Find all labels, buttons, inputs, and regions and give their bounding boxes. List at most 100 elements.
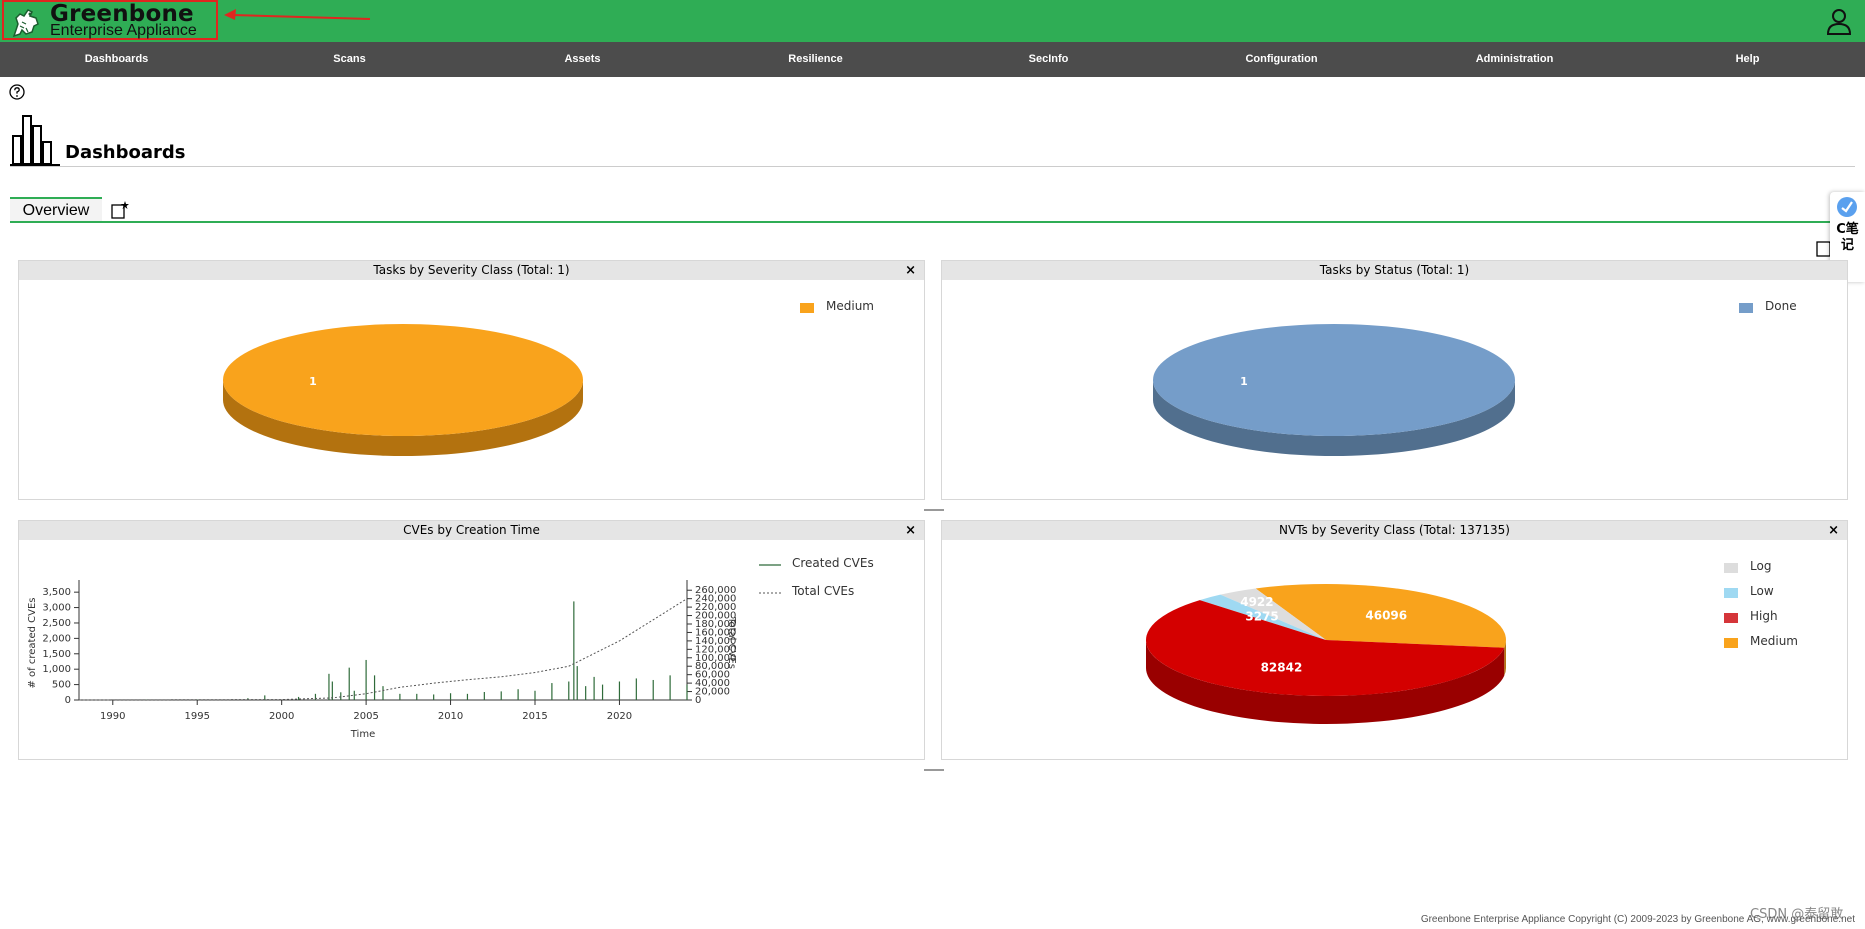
x-tick-label: 1995 [184, 711, 209, 722]
nav-resilience[interactable]: Resilience [788, 53, 843, 65]
legend-swatch [1739, 303, 1753, 313]
x-tick-label: 2020 [607, 711, 632, 722]
legend-swatch [1724, 563, 1738, 573]
y2-tick-label: 40,000 [695, 678, 730, 689]
panel-title-text: Tasks by Severity Class (Total: 1) [373, 263, 570, 277]
main-nav: Dashboards Scans Assets Resilience SecIn… [0, 42, 1865, 77]
y-tick-label: 3,000 [42, 603, 71, 614]
y2-tick-label: 140,000 [695, 636, 736, 647]
panel-title: NVTs by Severity Class (Total: 137135) × [942, 521, 1847, 540]
legend-label: Log [1750, 559, 1772, 573]
legend-label: Low [1750, 584, 1774, 598]
panel-title: Tasks by Status (Total: 1) [942, 261, 1847, 280]
pie-slice-done [1153, 324, 1515, 436]
legend-label: Medium [826, 299, 874, 313]
nav-administration[interactable]: Administration [1475, 53, 1554, 65]
resize-handle[interactable] [924, 509, 944, 511]
logo[interactable]: Greenbone Enterprise Appliance [2, 0, 218, 40]
panel-title-text: CVEs by Creation Time [403, 523, 540, 537]
y2-tick-label: 180,000 [695, 619, 736, 630]
tasks-severity-pie: 1 [223, 324, 583, 456]
nav-dashboards[interactable]: Dashboards [84, 53, 149, 65]
panel-title-text: NVTs by Severity Class (Total: 137135) [1279, 523, 1510, 537]
line-total-cves [78, 598, 688, 701]
legend-label: Medium [1750, 634, 1798, 648]
pie-slice-medium [223, 324, 583, 436]
y-tick-label: 500 [52, 680, 71, 691]
x-tick-label: 1990 [100, 711, 125, 722]
legend-swatch [800, 303, 814, 313]
y2-tick-label: 20,000 [695, 687, 730, 698]
y2-tick-label: 260,000 [695, 585, 736, 596]
x-tick-label: 2015 [522, 711, 547, 722]
nav-help[interactable]: Help [1735, 53, 1760, 65]
y2-tick-label: 60,000 [695, 670, 730, 681]
panel-title: CVEs by Creation Time × [19, 521, 924, 540]
panel-title: Tasks by Severity Class (Total: 1) × [19, 261, 924, 280]
page-title: Dashboards [65, 142, 186, 163]
pie-side-high [1146, 640, 1505, 724]
legend-label: High [1750, 609, 1778, 623]
new-dashboard-icon[interactable] [111, 200, 129, 220]
legend-swatch [1724, 588, 1738, 598]
greenbone-dragon-icon [12, 9, 39, 38]
pie-value-label: 82842 [1261, 661, 1303, 675]
y-tick-label: 3,500 [42, 587, 71, 598]
nav-scans[interactable]: Scans [333, 53, 366, 65]
pie-side-medium [1504, 640, 1506, 676]
close-icon[interactable]: × [905, 523, 916, 538]
pie-slice-high [1146, 600, 1505, 696]
x-axis-label: Time [350, 729, 375, 740]
x-tick-label: 2000 [269, 711, 294, 722]
nav-secinfo[interactable]: SecInfo [1028, 53, 1069, 65]
logo-subtitle: Enterprise Appliance [50, 22, 197, 39]
panel-tasks-severity: Tasks by Severity Class (Total: 1) × 1 M… [18, 260, 925, 500]
pie-slice-medium [1255, 584, 1506, 648]
y2-tick-label: 0 [695, 695, 701, 706]
footer-copyright: Greenbone Enterprise Appliance Copyright… [1420, 914, 1855, 925]
legend-line-total [759, 592, 781, 594]
logo-title: Greenbone [50, 1, 194, 27]
legend-label: Total CVEs [792, 584, 855, 598]
y-tick-label: 2,500 [42, 618, 71, 629]
resize-handle[interactable] [924, 769, 944, 771]
tab-divider [10, 221, 1855, 223]
y2-tick-label: 200,000 [695, 611, 736, 622]
pie-value-label: 46096 [1365, 609, 1407, 623]
legend-line-created [759, 564, 781, 566]
y2-tick-label: 100,000 [695, 653, 736, 664]
y2-tick-label: 240,000 [695, 594, 736, 605]
watermark: CSDN @泰留敢 [1750, 907, 1844, 922]
note-icon [1837, 197, 1857, 217]
legend-swatch [1724, 638, 1738, 648]
pie-slice-label: 1 [1240, 375, 1248, 388]
y-tick-label: 2,000 [42, 633, 71, 644]
y2-tick-label: 80,000 [695, 661, 730, 672]
pie-slice-log [1220, 588, 1326, 640]
tab-overview[interactable]: Overview [10, 197, 102, 222]
y-axis-label: # of created CVEs [27, 598, 38, 689]
pie-slice-side [1153, 380, 1515, 456]
y2-axis-label: Total CVEs [726, 616, 737, 669]
pie-slice-label: 1 [309, 375, 317, 388]
y2-tick-label: 220,000 [695, 602, 736, 613]
legend-label: Done [1765, 299, 1797, 313]
pie-slice-low [1199, 594, 1326, 640]
dashboard-icon [10, 115, 60, 166]
y-tick-label: 1,500 [42, 649, 71, 660]
panel-tasks-status: Tasks by Status (Total: 1) 1 Done [941, 260, 1848, 500]
panel-nvts: NVTs by Severity Class (Total: 137135) ×… [941, 520, 1848, 760]
nav-configuration[interactable]: Configuration [1245, 53, 1318, 65]
close-icon[interactable]: × [905, 263, 916, 278]
annotation-arrow [224, 9, 371, 20]
close-icon[interactable]: × [1828, 523, 1839, 538]
y-tick-label: 1,000 [42, 664, 71, 675]
legend-swatch [1724, 613, 1738, 623]
y-tick-label: 0 [65, 695, 71, 706]
nav-assets[interactable]: Assets [564, 53, 601, 65]
help-icon[interactable] [9, 84, 25, 100]
tasks-status-pie: 1 [1153, 324, 1515, 456]
note-widget-label: C笔记 [1836, 222, 1859, 253]
user-icon[interactable] [1826, 7, 1852, 35]
